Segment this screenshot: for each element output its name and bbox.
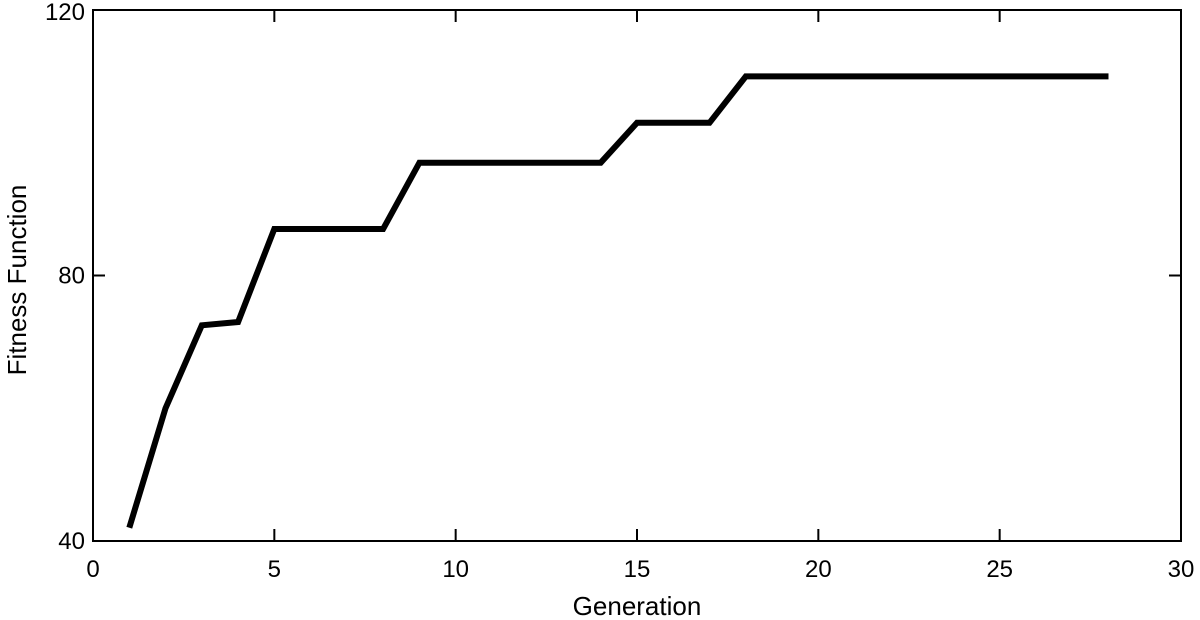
y-axis-label: Fitness Function [2, 185, 32, 376]
x-axis-ticks: 0 5 10 15 20 25 30 [86, 10, 1194, 583]
y-axis-ticks: 40 80 120 [45, 0, 1181, 555]
y-tick-label: 40 [58, 528, 85, 555]
y-tick-label: 120 [45, 0, 85, 26]
x-axis-label: Generation [573, 591, 702, 620]
x-tick-label: 0 [86, 556, 99, 583]
x-tick-label: 5 [268, 556, 281, 583]
y-tick-label: 80 [58, 263, 85, 290]
x-tick-label: 30 [1168, 556, 1195, 583]
x-tick-label: 10 [442, 556, 469, 583]
x-tick-label: 20 [805, 556, 832, 583]
x-tick-label: 25 [986, 556, 1013, 583]
x-tick-label: 15 [624, 556, 651, 583]
plot-frame [92, 9, 1182, 542]
fitness-series-line [126, 73, 1109, 529]
